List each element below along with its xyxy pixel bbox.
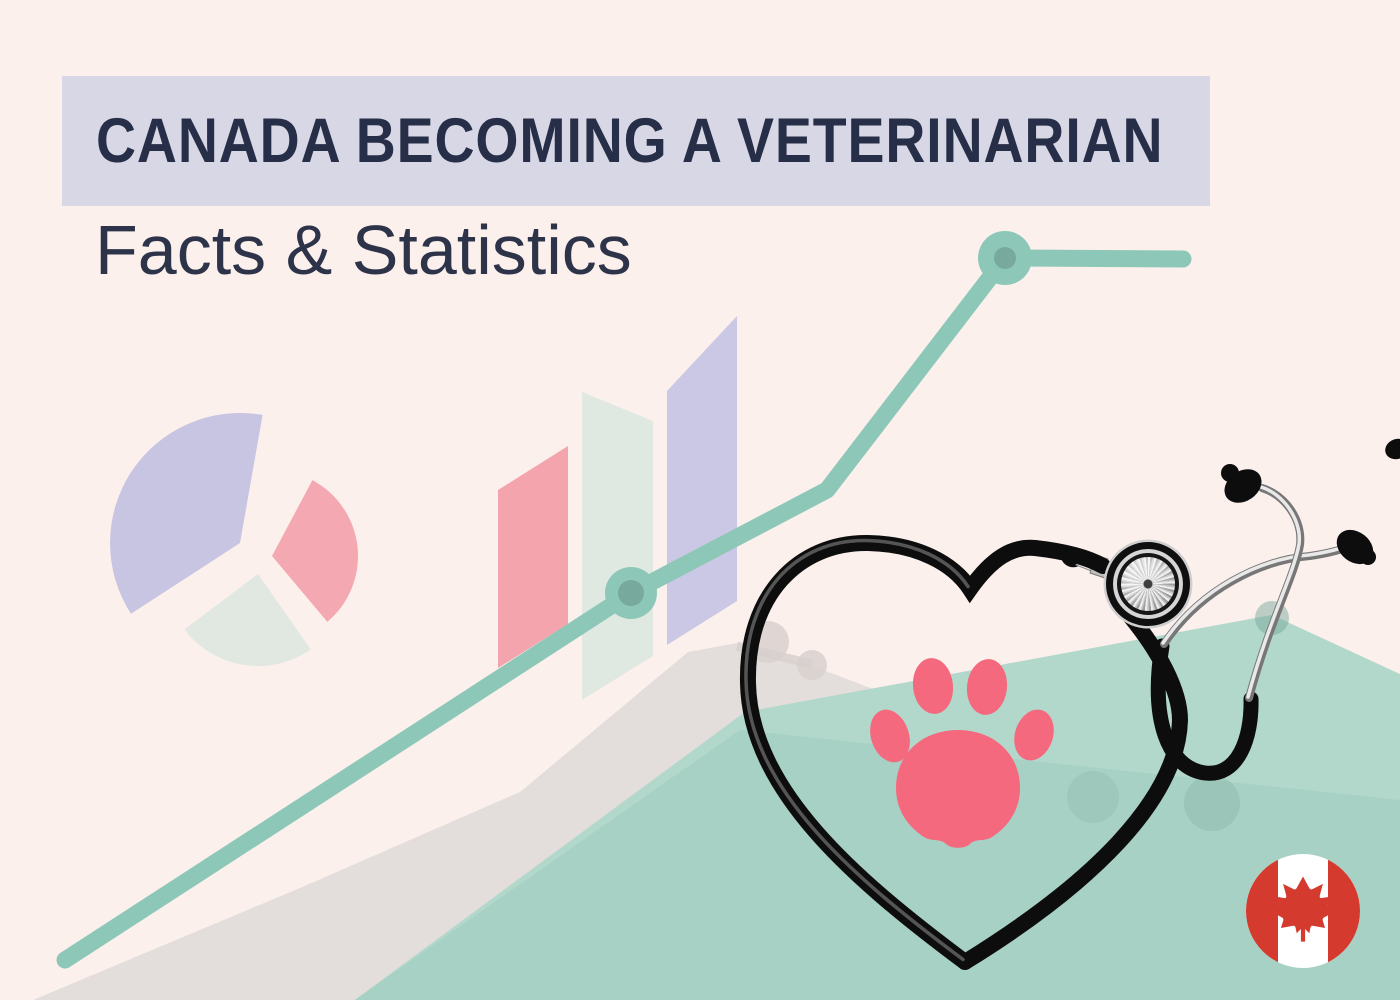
mountain-shade — [352, 730, 1400, 1000]
bar-mint — [582, 392, 653, 700]
bar-chart-graphic — [498, 316, 737, 700]
paw-toe — [870, 709, 910, 763]
edge-tube-tip — [1385, 438, 1400, 460]
paw-toe — [912, 658, 954, 714]
mountain-node-faint — [1067, 771, 1119, 823]
stethoscope-heart-icon — [739, 438, 1400, 970]
bar-lavender — [667, 316, 737, 645]
bar-pink — [498, 446, 568, 668]
stethoscope-yoke — [1150, 638, 1259, 781]
canada-flag-icon — [1246, 854, 1360, 968]
trend-line-graphic — [56, 231, 1192, 969]
page-title: CANADA BECOMING A VETERINARIAN — [96, 106, 1164, 176]
page-subtitle: Facts & Statistics — [95, 211, 632, 289]
pie-slice-mint — [184, 574, 311, 667]
pie-chart-graphic — [110, 413, 359, 667]
chrome-tube-b — [1245, 484, 1305, 702]
title-banner: CANADA BECOMING A VETERINARIAN — [62, 76, 1210, 206]
paw-toe — [966, 659, 1008, 715]
pie-slice-lavender — [110, 413, 263, 614]
maple-leaf-icon — [1270, 876, 1336, 942]
paw-toe — [1014, 709, 1054, 761]
paw-pad — [896, 730, 1020, 848]
earpiece-right-icon — [1336, 529, 1376, 565]
pie-slice-pink — [272, 480, 359, 622]
paw-icon — [870, 658, 1054, 848]
earpiece-left-icon — [1221, 464, 1262, 503]
trend-line — [56, 249, 1192, 969]
mountain-node-large — [1184, 775, 1240, 831]
stethoscope-chestpiece-icon — [1106, 542, 1190, 626]
